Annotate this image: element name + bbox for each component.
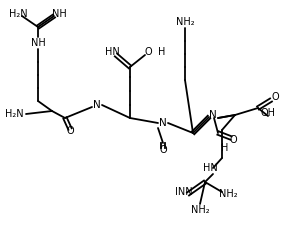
Text: H: H <box>158 47 165 57</box>
Text: H: H <box>221 143 229 153</box>
Text: O: O <box>271 92 279 102</box>
Text: NH: NH <box>52 9 66 19</box>
Text: INN: INN <box>175 187 193 197</box>
Text: NH₂: NH₂ <box>191 205 209 215</box>
Text: HN: HN <box>104 47 119 57</box>
Text: NH₂: NH₂ <box>176 17 194 27</box>
Text: O: O <box>229 135 237 145</box>
Text: N: N <box>209 110 217 120</box>
Text: H₂N: H₂N <box>5 109 23 119</box>
Text: HN: HN <box>203 163 217 173</box>
Text: N: N <box>93 100 101 110</box>
Text: H₂N: H₂N <box>9 9 27 19</box>
Text: O: O <box>66 126 74 136</box>
Text: N: N <box>159 118 167 128</box>
Text: OH: OH <box>261 108 275 118</box>
Text: O: O <box>144 47 152 57</box>
Text: O: O <box>159 145 167 155</box>
Text: NH₂: NH₂ <box>219 189 237 199</box>
Text: NH: NH <box>31 38 45 48</box>
